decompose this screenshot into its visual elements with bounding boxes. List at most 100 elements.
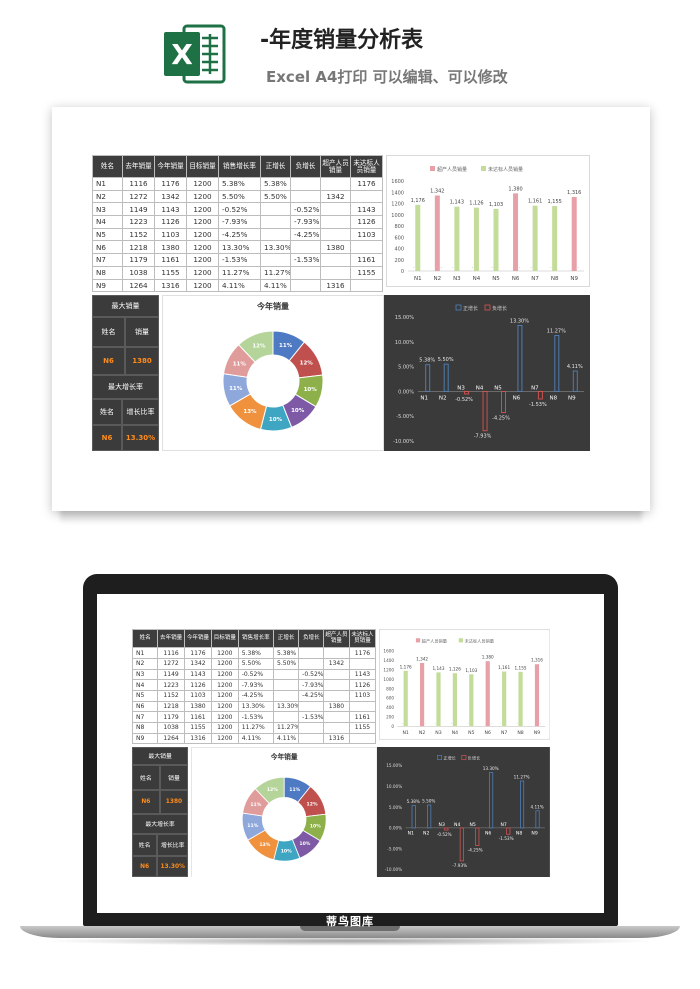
column-header: 负增长: [290, 155, 321, 178]
table-cell: 1176: [184, 647, 212, 660]
table-cell: 1103: [154, 227, 187, 242]
table-cell: 1200: [186, 177, 219, 191]
table-cell: 11.27%: [237, 722, 275, 734]
max-sales-value: 1380: [159, 790, 189, 814]
max-growth-value-label: 增长比率: [157, 833, 189, 856]
slice-label: 11%: [289, 786, 300, 792]
table-cell: -1.53%: [298, 711, 325, 724]
empty-value-mark: -: [425, 722, 427, 726]
table-cell: N2: [131, 658, 159, 670]
column-header: 今年销量: [154, 155, 187, 178]
data-label: 5.38%: [419, 358, 435, 364]
table-row: N6 1218 1380 1200 13.30% 13.30% 1380: [92, 240, 383, 255]
empty-value-mark: -: [516, 722, 518, 726]
table-cell: N3: [92, 202, 123, 217]
table-cell: 1116: [122, 177, 155, 191]
x-tick-label: N9: [531, 830, 537, 836]
column-header: 超产人员销量: [320, 155, 351, 178]
table-cell: -1.53%: [218, 253, 261, 267]
table-cell: 1161: [350, 253, 383, 267]
table-cell: 13.30%: [272, 700, 300, 713]
column-header: 目标销量: [210, 628, 239, 649]
data-label: 1,176: [399, 664, 411, 669]
column-header: 销售增长率: [237, 628, 275, 649]
table-row: N5 1152 1103 1200 -4.25% -4.25% 1103: [131, 690, 377, 702]
table-cell: 1200: [210, 690, 239, 702]
table-cell: [350, 189, 383, 204]
table-cell: 1316: [320, 278, 351, 293]
data-label: 1,342: [430, 189, 444, 195]
data-label: -4.25%: [468, 847, 483, 852]
table-cell: 1380: [184, 700, 212, 713]
bar: [552, 206, 558, 271]
y-tick-label: 5.00%: [389, 804, 402, 809]
table-cell: N4: [92, 215, 123, 229]
data-label: 1,380: [482, 655, 494, 660]
table-cell: N6: [131, 700, 159, 713]
data-label: 1,176: [411, 198, 425, 204]
data-label: 1,161: [498, 665, 510, 670]
table-cell: [323, 711, 350, 724]
bar: [535, 809, 540, 828]
table-cell: -0.52%: [237, 668, 275, 681]
slice-label: 11%: [233, 361, 247, 367]
empty-value-mark: -: [413, 265, 415, 270]
table-cell: 1264: [157, 732, 186, 745]
y-tick-label: -5.00%: [387, 846, 402, 851]
bar: [520, 780, 525, 828]
table-cell: 1223: [157, 679, 186, 692]
laptop-shadow: [40, 936, 660, 946]
table-row: N1 1116 1176 1200 5.38% 5.38% 1176: [92, 177, 383, 191]
y-tick-label: 600: [386, 696, 394, 701]
y-tick-label: 15.00%: [395, 315, 414, 321]
column-header: 未达标人员销量: [348, 628, 377, 649]
table-cell: -0.52%: [290, 202, 321, 217]
y-tick-label: 600: [394, 235, 404, 241]
table-cell: [320, 265, 351, 280]
table-cell: 11.27%: [272, 722, 300, 734]
legend-swatch: [455, 304, 462, 311]
data-label: 4.11%: [567, 364, 583, 370]
donut-slice: [237, 330, 274, 363]
empty-value-mark: -: [452, 265, 454, 270]
bar: [454, 206, 460, 271]
max-summary-box: 最大销量 姓名 销量 N6 1380 最大增长率 姓名 增长比率 N6 13.30%: [92, 295, 159, 451]
table-cell: [320, 253, 351, 267]
empty-value-mark: -: [500, 722, 502, 726]
column-header: 姓名: [131, 628, 159, 649]
table-cell: 1316: [154, 278, 187, 293]
table-cell: 1126: [154, 215, 187, 229]
y-tick-label: 0.00%: [389, 825, 402, 830]
table-cell: 1200: [186, 215, 219, 229]
laptop-base: [20, 926, 680, 938]
max-sales-name: N6: [92, 347, 125, 375]
table-cell: 1179: [157, 711, 186, 724]
x-tick-label: N8: [516, 830, 522, 836]
table-cell: 1161: [154, 253, 187, 267]
table-cell: 11.27%: [260, 265, 291, 280]
table-cell: [323, 668, 350, 681]
data-label: 13.30%: [483, 766, 499, 771]
bar: [534, 664, 539, 727]
table-cell: [260, 215, 291, 229]
table-cell: [260, 227, 291, 242]
page-subtitle: Excel A4打印 可以编辑、可以修改: [266, 68, 508, 86]
y-tick-label: 1000: [391, 213, 404, 219]
table-cell: N9: [131, 732, 159, 745]
table-cell: 5.38%: [237, 647, 275, 660]
empty-value-mark: -: [577, 265, 579, 270]
table-cell: 1200: [186, 189, 219, 204]
empty-value-mark: -: [441, 265, 443, 270]
column-header: 正增长: [272, 628, 300, 649]
table-cell: 1200: [210, 679, 239, 692]
table-cell: [323, 647, 350, 660]
bar: [572, 370, 578, 392]
x-tick-label: N6: [484, 730, 490, 736]
bar: [411, 804, 416, 828]
bar: [537, 390, 543, 400]
slice-label: 10%: [299, 841, 310, 847]
x-tick-label: N1: [420, 395, 428, 401]
table-cell: -1.53%: [290, 253, 321, 267]
chart-title: 今年销量: [271, 751, 298, 760]
bar: [419, 663, 424, 727]
